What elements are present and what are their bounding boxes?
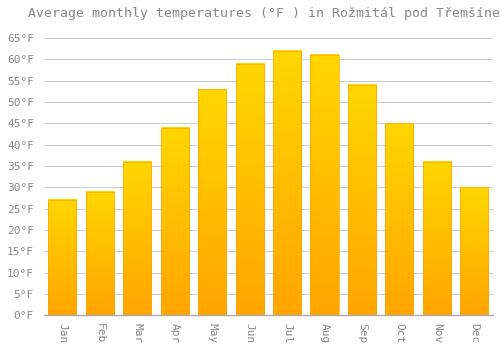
Bar — [48, 200, 76, 315]
Title: Average monthly temperatures (°F ) in Rožmitál pod Třemšínem: Average monthly temperatures (°F ) in Ro… — [28, 7, 500, 20]
Bar — [348, 85, 376, 315]
Bar — [310, 55, 338, 315]
Bar — [160, 128, 189, 315]
Bar — [273, 51, 301, 315]
Bar — [86, 191, 114, 315]
Bar — [123, 162, 152, 315]
Bar — [423, 162, 451, 315]
Bar — [198, 89, 226, 315]
Bar — [460, 187, 488, 315]
Bar — [236, 64, 264, 315]
Bar — [386, 123, 413, 315]
